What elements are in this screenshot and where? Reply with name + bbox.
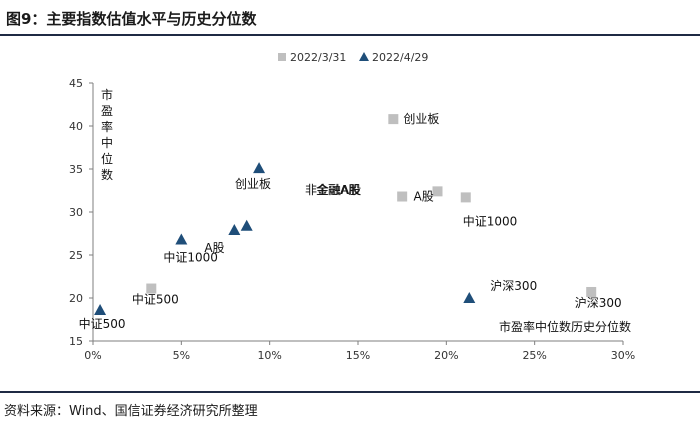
point-triangle <box>228 224 241 236</box>
legend-marker-triangle <box>359 52 369 61</box>
y-tick-label: 15 <box>69 335 83 348</box>
point-square <box>388 114 399 125</box>
x-tick-label: 20% <box>434 349 458 362</box>
x-tick-label: 30% <box>611 349 635 362</box>
point-label: 中证500 <box>132 292 179 307</box>
legend-label: 2022/3/31 <box>290 51 346 64</box>
chart-point-labels: 中证500创业板A股中证1000沪深300中证500中证1000A股创业板沪深3… <box>79 112 622 331</box>
title-divider <box>0 34 700 36</box>
point-label: 中证500 <box>79 316 126 331</box>
y-tick-label: 45 <box>69 77 83 90</box>
chart-legend: 2022/3/31 2022/4/29 <box>278 51 428 64</box>
source-note: 资料来源：Wind、国信证券经济研究所整理 <box>4 404 258 419</box>
x-axis-label: 市盈率中位数历史分位数 <box>499 319 631 334</box>
x-tick-label: 15% <box>346 349 370 362</box>
y-tick-label: 30 <box>69 206 83 219</box>
legend-label: 2022/4/29 <box>372 51 428 64</box>
point-square <box>146 283 157 294</box>
title-bar: 图9：主要指数估值水平与历史分位数 <box>0 0 700 36</box>
y-tick-label: 35 <box>69 163 83 176</box>
point-triangle <box>240 219 253 231</box>
point-square <box>397 191 408 202</box>
y-tick-label: 40 <box>69 120 83 133</box>
scatter-chart: 15 20 25 30 35 40 45 0% 5% 10% 15% 20% 25% 30% 市盈率中位数市… <box>69 51 635 362</box>
annotation-label: 金融A股 <box>316 182 360 197</box>
point-label: 创业板 <box>403 112 439 126</box>
point-label: 沪深300 <box>490 279 537 293</box>
y-tick-label: 20 <box>69 292 83 305</box>
point-label: 中证1000 <box>163 250 218 265</box>
point-label: A股 <box>204 241 224 255</box>
annotation-label: 非金融A股 <box>305 182 361 197</box>
point-square <box>432 186 443 197</box>
figure-title: 图9：主要指数估值水平与历史分位数 <box>6 10 257 28</box>
point-label: A股 <box>414 189 434 203</box>
point-triangle <box>463 292 476 303</box>
y-tick-label: 25 <box>69 249 83 262</box>
chart-axes: 15 20 25 30 35 40 45 0% 5% 10% 15% 20% 25% 30% 市盈率中位数市… <box>69 77 635 362</box>
point-label: 中证1000 <box>463 213 518 228</box>
footer-divider <box>0 391 700 393</box>
x-tick-label: 5% <box>173 349 190 362</box>
point-label: 沪深300 <box>575 296 622 310</box>
point-triangle <box>175 233 188 245</box>
x-tick-label: 25% <box>522 349 546 362</box>
x-tick-label: 0% <box>84 349 101 362</box>
legend-marker-square <box>278 53 286 61</box>
x-tick-label: 10% <box>257 349 281 362</box>
y-axis-label: 市盈率中位数 <box>101 87 113 182</box>
point-triangle <box>94 304 107 316</box>
chart-marks <box>94 114 597 316</box>
point-square <box>586 286 597 297</box>
point-label: 创业板 <box>235 177 271 191</box>
point-square <box>460 192 471 203</box>
point-triangle <box>253 162 266 174</box>
